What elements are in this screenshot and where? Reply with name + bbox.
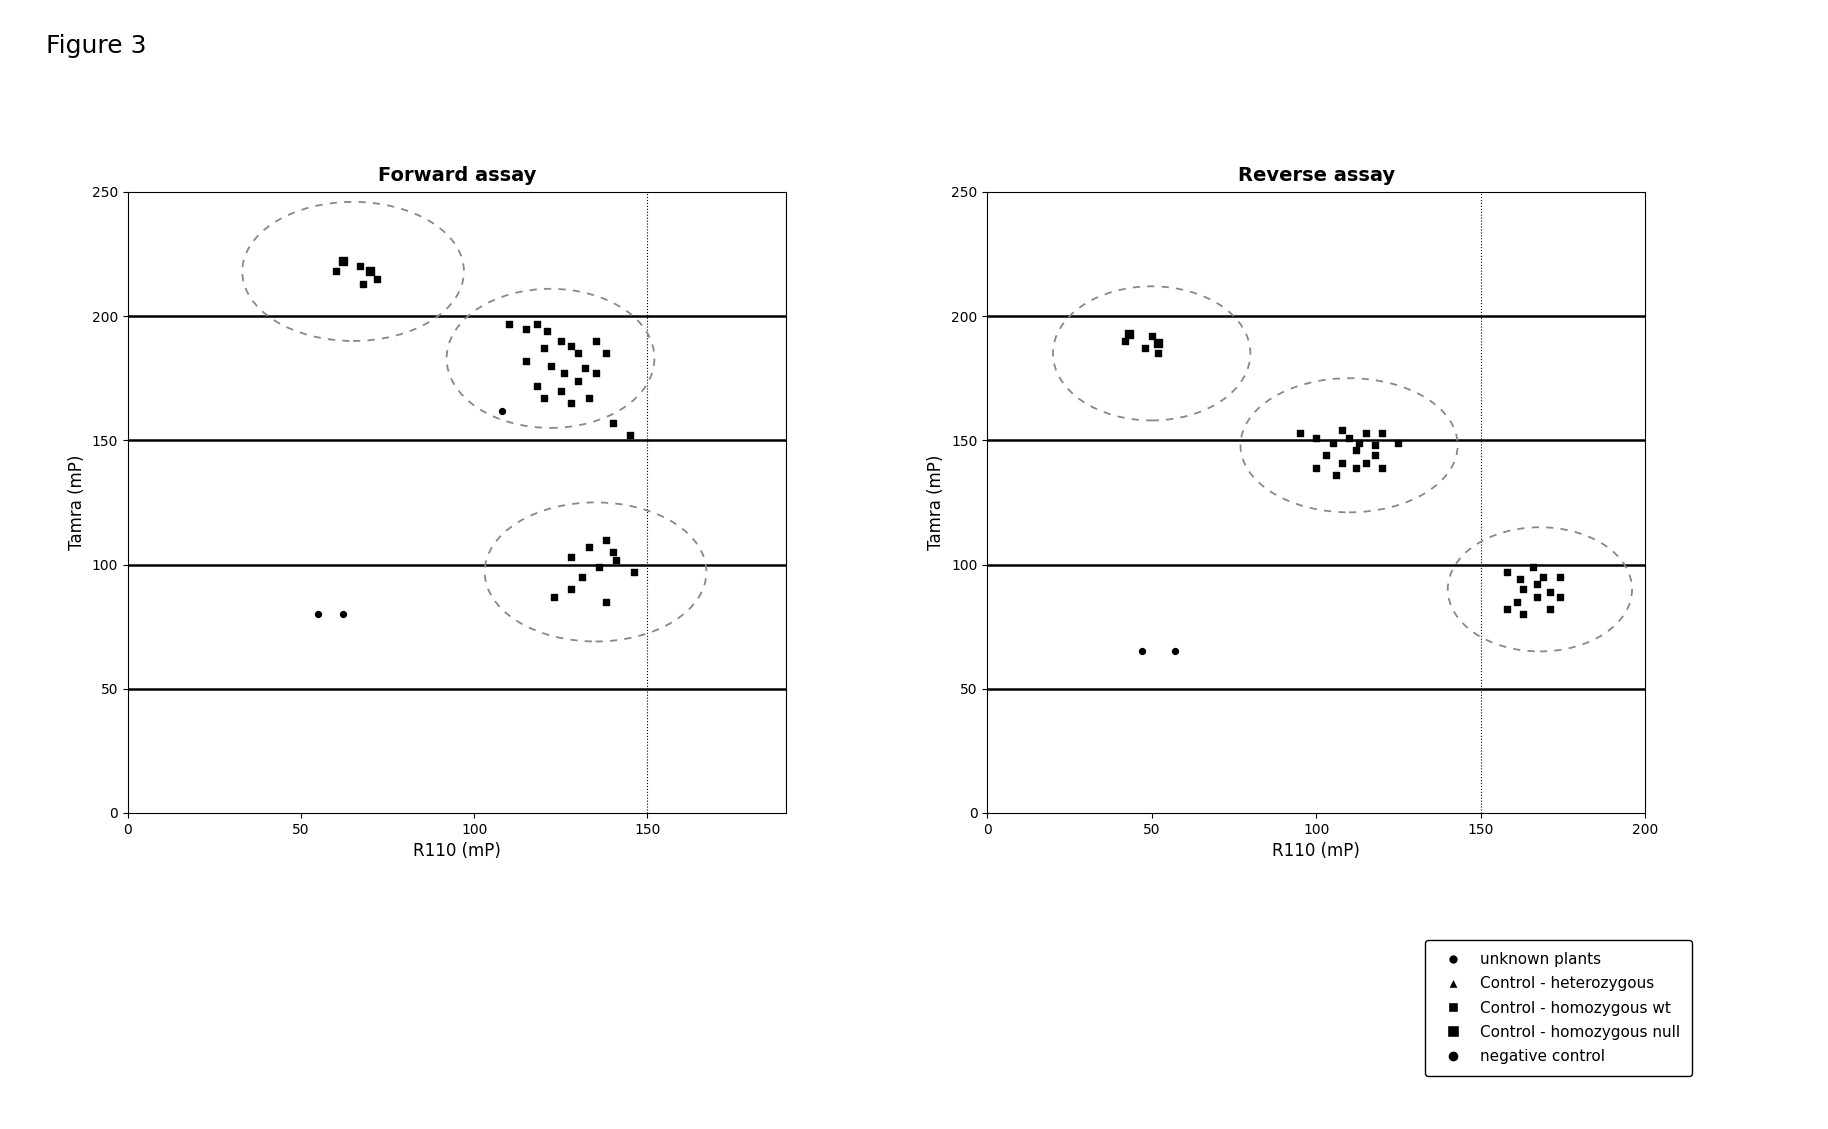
Point (1342, 458, 1371, 476)
Point (1492, 601, 1521, 619)
Point (598, 543, 627, 561)
Point (528, 340, 558, 358)
Point (558, 548, 587, 566)
Point (567, 568, 596, 586)
Point (1334, 429, 1364, 447)
Point (558, 336, 587, 355)
Point (601, 551, 631, 569)
Point (322, 262, 351, 280)
Point (1384, 434, 1413, 452)
Point (1285, 423, 1314, 441)
Point (1367, 458, 1397, 476)
Point (345, 257, 375, 275)
Point (616, 427, 645, 445)
Point (512, 320, 541, 338)
Point (349, 274, 378, 292)
Point (523, 315, 552, 333)
X-axis label: R110 (mP): R110 (mP) (413, 842, 501, 860)
Point (1128, 642, 1157, 660)
Point (581, 365, 611, 383)
Point (590, 593, 620, 611)
Point (1508, 580, 1537, 598)
Point (590, 531, 620, 549)
Point (1327, 454, 1356, 472)
Point (1360, 446, 1389, 464)
Text: Figure 3: Figure 3 (46, 34, 146, 58)
Point (1322, 466, 1351, 484)
Point (1360, 436, 1389, 454)
Y-axis label: Tamra (mP): Tamra (mP) (927, 455, 945, 550)
Point (488, 402, 517, 420)
Point (356, 262, 386, 280)
Point (532, 322, 561, 340)
Point (1302, 458, 1331, 476)
Point (303, 605, 333, 623)
Point (1344, 434, 1373, 452)
Point (1311, 446, 1340, 464)
Point (563, 371, 592, 390)
Point (327, 605, 356, 623)
Point (536, 357, 565, 375)
Point (494, 315, 523, 333)
Point (1506, 570, 1536, 588)
Point (528, 390, 558, 408)
Point (550, 365, 579, 383)
Point (558, 580, 587, 598)
Point (547, 332, 576, 350)
Point (1508, 605, 1537, 623)
Point (1327, 421, 1356, 439)
Point (558, 394, 587, 412)
Point (1130, 340, 1159, 358)
Point (574, 539, 603, 557)
Point (585, 558, 614, 576)
Point (1545, 588, 1574, 606)
Point (1503, 593, 1532, 611)
Point (512, 352, 541, 370)
Point (1367, 423, 1397, 441)
Point (1161, 642, 1190, 660)
Point (590, 344, 620, 362)
Point (1536, 583, 1565, 601)
Point (362, 270, 391, 288)
Point (1302, 429, 1331, 447)
Point (1528, 568, 1557, 586)
Point (570, 359, 600, 377)
Point (1318, 434, 1347, 452)
Point (327, 253, 356, 271)
Point (581, 332, 611, 350)
Point (1113, 324, 1142, 342)
Point (620, 563, 649, 581)
Point (1342, 441, 1371, 460)
Point (539, 588, 569, 606)
Point (1519, 558, 1548, 576)
Point (598, 414, 627, 432)
Point (574, 390, 603, 408)
Point (1137, 327, 1166, 345)
Legend: unknown plants, Control - heterozygous, Control - homozygous wt, Control - homoz: unknown plants, Control - heterozygous, … (1426, 940, 1693, 1076)
Point (1351, 423, 1380, 441)
Point (1523, 576, 1552, 594)
Point (1492, 563, 1521, 581)
Title: Forward assay: Forward assay (378, 166, 536, 185)
Point (1144, 344, 1174, 362)
X-axis label: R110 (mP): R110 (mP) (1272, 842, 1360, 860)
Y-axis label: Tamra (mP): Tamra (mP) (68, 455, 86, 550)
Point (523, 377, 552, 395)
Point (1111, 332, 1141, 350)
Title: Reverse assay: Reverse assay (1238, 166, 1395, 185)
Point (547, 382, 576, 400)
Point (1351, 454, 1380, 472)
Point (1523, 588, 1552, 606)
Point (1144, 334, 1174, 352)
Point (1545, 568, 1574, 586)
Point (563, 344, 592, 362)
Point (1536, 601, 1565, 619)
